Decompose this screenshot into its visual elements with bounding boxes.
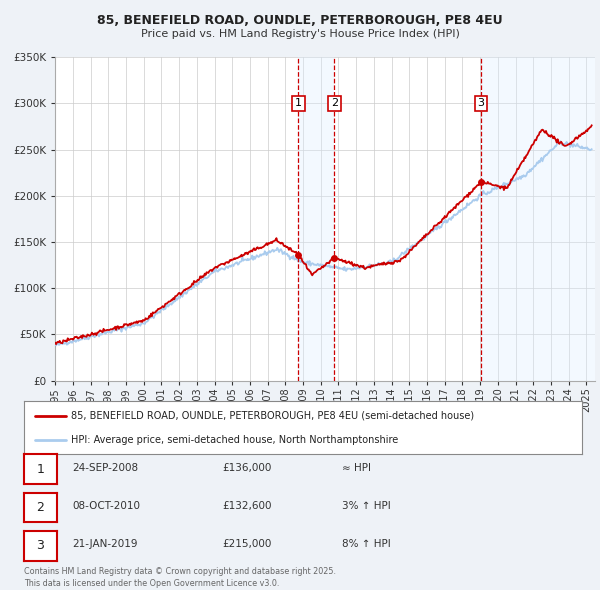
Text: ≈ HPI: ≈ HPI — [342, 463, 371, 473]
Text: £136,000: £136,000 — [222, 463, 271, 473]
Text: 3: 3 — [37, 539, 44, 552]
Bar — [298, 57, 334, 381]
Text: 2: 2 — [37, 501, 44, 514]
Text: 08-OCT-2010: 08-OCT-2010 — [72, 501, 140, 511]
Text: 3% ↑ HPI: 3% ↑ HPI — [342, 501, 391, 511]
Text: 21-JAN-2019: 21-JAN-2019 — [72, 539, 137, 549]
Text: 85, BENEFIELD ROAD, OUNDLE, PETERBOROUGH, PE8 4EU: 85, BENEFIELD ROAD, OUNDLE, PETERBOROUGH… — [97, 14, 503, 27]
Text: £132,600: £132,600 — [222, 501, 271, 511]
Text: Price paid vs. HM Land Registry's House Price Index (HPI): Price paid vs. HM Land Registry's House … — [140, 30, 460, 39]
Text: £215,000: £215,000 — [222, 539, 271, 549]
Text: 85, BENEFIELD ROAD, OUNDLE, PETERBOROUGH, PE8 4EU (semi-detached house): 85, BENEFIELD ROAD, OUNDLE, PETERBOROUGH… — [71, 411, 475, 421]
Text: 24-SEP-2008: 24-SEP-2008 — [72, 463, 138, 473]
Text: 1: 1 — [37, 463, 44, 476]
Text: 2: 2 — [331, 99, 338, 109]
Text: HPI: Average price, semi-detached house, North Northamptonshire: HPI: Average price, semi-detached house,… — [71, 435, 398, 445]
Text: 1: 1 — [295, 99, 302, 109]
Text: Contains HM Land Registry data © Crown copyright and database right 2025.
This d: Contains HM Land Registry data © Crown c… — [24, 567, 336, 588]
Text: 8% ↑ HPI: 8% ↑ HPI — [342, 539, 391, 549]
Text: 3: 3 — [478, 99, 485, 109]
Bar — [481, 57, 595, 381]
